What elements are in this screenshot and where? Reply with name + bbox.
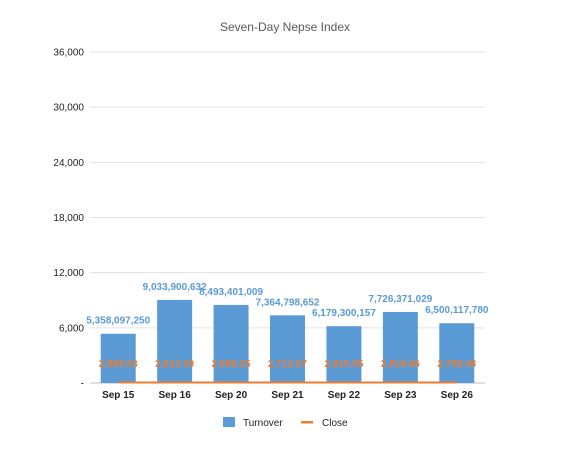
turnover-data-label: 7,364,798,652 bbox=[256, 297, 320, 308]
legend-label-turnover: Turnover bbox=[243, 418, 283, 429]
close-data-label: 2,819.66 bbox=[381, 359, 420, 370]
turnover-data-label: 9,033,900,632 bbox=[143, 282, 207, 293]
close-data-label: 2,712.07 bbox=[268, 359, 307, 370]
turnover-bars bbox=[100, 299, 475, 383]
gridlines bbox=[90, 51, 485, 384]
y-tick-label: 18,000 bbox=[53, 213, 84, 224]
y-tick-label: 24,000 bbox=[53, 158, 84, 169]
turnover-bar bbox=[213, 304, 249, 383]
x-tick-label: Sep 16 bbox=[159, 390, 192, 401]
close-labels: 2,889.03 2,812.39 2,698.25 2,712.07 2,816.95… bbox=[99, 359, 477, 370]
x-tick-label: Sep 22 bbox=[328, 390, 361, 401]
close-data-label: 2,889.03 bbox=[99, 359, 138, 370]
x-tick-label: Sep 23 bbox=[384, 390, 417, 401]
turnover-bar bbox=[382, 311, 418, 383]
turnover-bar bbox=[439, 323, 475, 383]
turnover-labels: 5,358,097,2509,033,900,6328,493,401,0097… bbox=[86, 282, 489, 327]
y-tick-label: 12,000 bbox=[53, 268, 84, 279]
turnover-data-label: 6,500,117,780 bbox=[425, 305, 489, 316]
turnover-bar bbox=[270, 315, 305, 383]
turnover-data-label: 7,726,371,029 bbox=[368, 294, 432, 305]
x-tick-label: Sep 26 bbox=[441, 390, 474, 401]
turnover-data-label: 8,493,401,009 bbox=[199, 287, 263, 298]
close-data-label: 2,812.39 bbox=[155, 359, 194, 370]
x-tick-label: Sep 15 bbox=[102, 390, 135, 401]
legend: Turnover Close bbox=[223, 417, 348, 429]
chart-title: Seven-Day Nepse Index bbox=[220, 20, 350, 34]
y-tick-label: - bbox=[81, 379, 84, 390]
x-axis-ticks: Sep 15 Sep 16 Sep 20 Sep 21 Sep 22 Sep 23 Sep … bbox=[102, 390, 473, 401]
y-tick-label: 36,000 bbox=[53, 48, 84, 59]
turnover-data-label: 6,179,300,157 bbox=[312, 308, 376, 319]
close-data-label: 2,698.25 bbox=[212, 359, 251, 370]
y-tick-label: 6,000 bbox=[59, 323, 84, 334]
y-tick-label: 30,000 bbox=[53, 103, 84, 114]
close-data-label: 2,758.48 bbox=[437, 359, 476, 370]
y-axis-ticks: - 6,000 12,000 18,000 24,000 30,000 36,000 bbox=[53, 48, 84, 390]
x-tick-label: Sep 21 bbox=[271, 390, 304, 401]
x-tick-label: Sep 20 bbox=[215, 390, 248, 401]
turnover-bar bbox=[326, 326, 362, 383]
turnover-bar bbox=[100, 333, 136, 383]
legend-label-close: Close bbox=[322, 418, 348, 429]
legend-swatch-turnover bbox=[223, 417, 235, 427]
close-data-label: 2,816.95 bbox=[324, 359, 363, 370]
turnover-data-label: 5,358,097,250 bbox=[86, 316, 150, 327]
legend-swatch-close bbox=[301, 421, 313, 424]
turnover-bar bbox=[157, 299, 193, 383]
